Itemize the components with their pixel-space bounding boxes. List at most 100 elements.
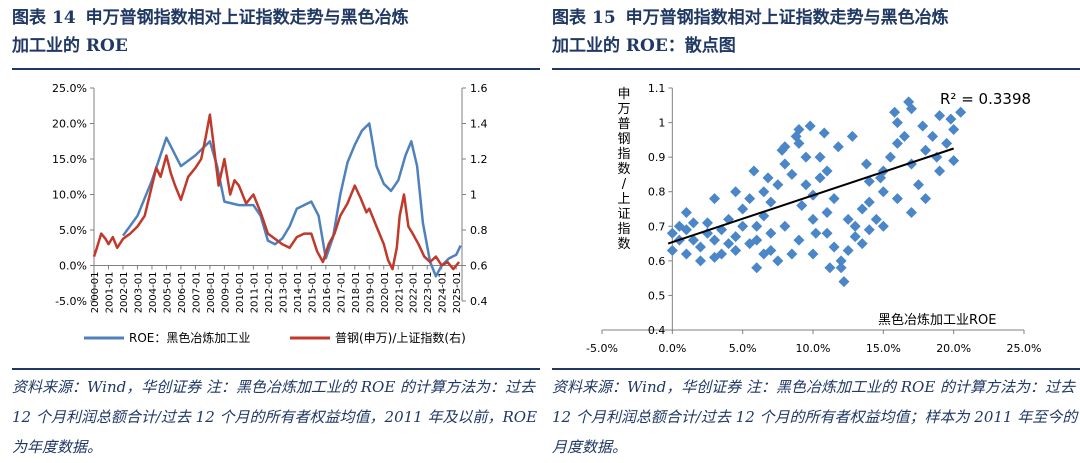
scatter-point [934,110,946,122]
scatter-point [723,238,735,250]
figure-15-title: 图表 15 申万普钢指数相对上证指数走势与黑色冶炼 加工业的 ROE：散点图 [552,4,1080,60]
right-y-tick-label: 1.4 [470,118,488,131]
scatter-point [856,238,868,250]
scatter-point [730,231,742,243]
x-tick-label: 20.0% [936,342,971,355]
x-tick-label: 2020-01 [380,272,391,314]
scatter-point [737,203,749,215]
scatter-point [931,151,943,163]
x-tick-label: 2015-01 [307,272,318,314]
scatter-point [955,106,967,118]
scatter-point [863,224,875,236]
scatter-point [905,206,917,218]
figure-15-top-rule [552,68,1080,70]
scatter-point [870,213,882,225]
scatter-point [849,220,861,232]
scatter-point [786,248,798,260]
scatter-point [810,227,822,239]
scatter-point [800,151,812,163]
y-tick-label: 0.7 [648,220,666,233]
scatter-point [666,227,678,239]
scatter-point [687,217,699,229]
scatter-point [716,224,728,236]
scatter-point [680,206,692,218]
y-tick-label: 0.9 [648,151,666,164]
roe-series-line [121,122,462,278]
scatter-point [709,234,721,246]
figure-14-title-text1: 申万普钢指数相对上证指数走势与黑色冶炼 [85,8,409,28]
y-tick-label: 0.8 [648,186,666,199]
scatter-point [821,227,833,239]
left-y-tick-label: 25.0% [52,82,87,95]
scatter-point [772,179,784,191]
figure-14-title-line1: 图表 14 申万普钢指数相对上证指数走势与黑色冶炼 [12,4,540,32]
x-tick-label: 2009-01 [220,272,231,314]
x-tick-label: 2008-01 [206,272,217,314]
scatter-point [673,220,685,232]
x-tick-label: 2017-01 [336,272,347,314]
x-tick-label: 2013-01 [278,272,289,314]
scatter-point [903,96,915,108]
scatter-point [716,248,728,260]
scatter-point [790,130,802,142]
scatter-chart: 0.4 0.5 0.6 0.7 0.8 0.9 1 1.1 -5.0% 0.0% 5.0% 10.0%… [586,82,1041,355]
left-y-tick-label: 20.0% [52,118,87,131]
figure-15-panel: 图表 15 申万普钢指数相对上证指数走势与黑色冶炼 加工业的 ROE：散点图 0.4… [552,0,1080,463]
right-y-tick-label: 1 [470,189,477,202]
left-y-tick-label: 0.0% [59,260,87,273]
scatter-point [800,179,812,191]
x-tick-label: 2019-01 [365,272,376,314]
y-tick-label: 1.1 [648,82,666,95]
scatter-point [835,255,847,267]
figure-14-top-rule [12,68,540,70]
scatter-point [948,155,960,167]
scatter-point [860,158,872,170]
x-tick-label: 2005-01 [162,272,173,314]
scatter-point [751,262,763,274]
y-tick-label: 0.4 [648,324,666,337]
figure-14-number: 14 [52,8,76,28]
x-tick-label: 2025-01 [452,272,463,314]
scatter-point [807,248,819,260]
legend-roe-label: ROE：黑色冶炼加工业 [129,330,250,345]
scatter-point [877,186,889,198]
figure-14-label: 图表 [12,8,46,28]
y-tick-label: 0.5 [648,289,666,302]
scatter-point [838,276,850,288]
x-tick-label: 2014-01 [293,272,304,314]
x-tick-label: 2004-01 [148,272,159,314]
scatter-point [744,238,756,250]
figure-15-title-line1: 图表 15 申万普钢指数相对上证指数走势与黑色冶炼 [552,4,1080,32]
x-tick-label: 2018-01 [351,272,362,314]
scatter-point [821,165,833,177]
x-axis-title: 黑色冶炼加工业ROE [878,312,996,328]
scatter-point [891,137,903,149]
scatter-point [751,234,763,246]
figure-15-label: 图表 [552,8,586,28]
scatter-point [927,130,939,142]
x-tick-label: 2012-01 [264,272,275,314]
right-y-tick-label: 1.2 [470,153,488,166]
scatter-point [694,241,706,253]
x-tick-label: 0.0% [658,342,686,355]
scatter-point [730,186,742,198]
scatter-point [863,196,875,208]
x-tick-label: 5.0% [729,342,757,355]
x-tick-label: 2007-01 [191,272,202,314]
scatter-point [824,262,836,274]
scatter-point [758,186,770,198]
x-tick-label: 2016-01 [322,272,333,314]
figure-14-source-note: 资料来源：Wind，华创证券 注：黑色冶炼加工业的 ROE 的计算方法为：过去 … [12,378,538,456]
scatter-point [776,144,788,156]
x-tick-label: 2001-01 [104,272,115,314]
x-tick-label: 2022-01 [409,272,420,314]
scatter-point [891,193,903,205]
scatter-point [835,262,847,274]
line-chart: -5.0% 0.0% 5.0% 10.0% 15.0% 20.0% 25.0% 0.4 0.6 0… [52,82,488,345]
scatter-point [796,200,808,212]
scatter-point [828,241,840,253]
right-y-tick-label: 0.6 [470,260,488,273]
scatter-point [744,193,756,205]
right-y-tick-label: 1.6 [470,82,488,95]
scatter-point [765,227,777,239]
